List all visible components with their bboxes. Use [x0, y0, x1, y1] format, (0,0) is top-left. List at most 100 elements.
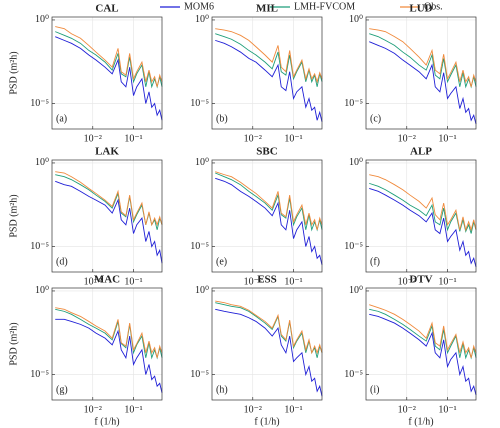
series-line: MOM6 — [369, 187, 477, 268]
panel-title: ALP — [410, 146, 432, 158]
plot-area — [212, 17, 322, 129]
series-line: Obs. — [215, 171, 323, 230]
panel-title: CAL — [95, 3, 118, 15]
series-line: LMH-FVCOM — [215, 33, 323, 87]
x-tick-label: 10⁻² — [244, 404, 262, 415]
series-line: MOM6 — [215, 177, 323, 265]
x-tick-label: 10⁻¹ — [284, 276, 302, 287]
y-tick-label: 10⁻⁵ — [344, 369, 363, 380]
x-tick-label: 10⁻¹ — [284, 133, 302, 144]
plot-frame — [51, 287, 163, 401]
series-line: LMH-FVCOM — [369, 308, 477, 360]
x-tick-label: 10⁻² — [84, 133, 102, 144]
series-line: LMH-FVCOM — [369, 33, 477, 89]
series-line: LMH-FVCOM — [369, 182, 477, 234]
y-tick-label: 10⁰ — [35, 14, 49, 25]
plot-frame — [365, 287, 477, 401]
series-line: Obs. — [369, 28, 477, 87]
series-line: Obs. — [369, 304, 477, 358]
y-tick-label: 10⁻⁵ — [344, 98, 363, 109]
y-tick-label: 10⁻⁵ — [30, 98, 49, 109]
series-line: MOM6 — [369, 313, 477, 396]
x-tick-label: 10⁻² — [398, 133, 416, 144]
y-tick-label: 10⁻⁵ — [344, 241, 363, 252]
x-tick-label: 10⁻¹ — [438, 276, 456, 287]
x-tick-label: 10⁻² — [244, 276, 262, 287]
panel-title: MIL — [256, 3, 278, 15]
panel-letter: (a) — [56, 113, 67, 124]
panel-title: DTV — [409, 274, 432, 286]
plot-area — [52, 160, 162, 272]
x-tick-label: 10⁻² — [398, 276, 416, 287]
y-tick-label: 10⁰ — [349, 285, 363, 296]
panel-letter: (c) — [370, 113, 381, 124]
series-line: Obs. — [215, 300, 323, 355]
series-line: MOM6 — [215, 39, 323, 122]
legend-label: MOM6 — [184, 1, 214, 12]
legend-label: LMH-FVCOM — [294, 1, 355, 12]
y-tick-label: 10⁰ — [349, 14, 363, 25]
panel-letter: (d) — [56, 256, 68, 267]
plot-frame — [211, 159, 323, 273]
x-axis-label: f (1/h) — [408, 416, 433, 427]
x-tick-label: 10⁻¹ — [124, 276, 142, 287]
plot-area — [212, 288, 322, 400]
series-line: MOM6 — [55, 318, 163, 393]
x-tick-label: 10⁻¹ — [124, 404, 142, 415]
y-tick-label: 10⁻⁵ — [30, 369, 49, 380]
series-line: Obs. — [215, 28, 323, 84]
legend-label: Obs. — [424, 1, 443, 12]
series-line: Obs. — [55, 171, 163, 227]
panel-letter: (b) — [216, 113, 228, 124]
x-tick-label: 10⁻² — [84, 276, 102, 287]
x-tick-label: 10⁻¹ — [124, 133, 142, 144]
plot-frame — [365, 16, 477, 130]
y-tick-label: 10⁻⁵ — [190, 369, 209, 380]
series-line: MOM6 — [215, 308, 323, 397]
x-axis-label: f (1/h) — [94, 416, 119, 427]
y-tick-label: 10⁰ — [195, 157, 209, 168]
plot-frame — [51, 159, 163, 273]
panel-letter: (f) — [370, 256, 380, 267]
y-tick-label: 10⁰ — [35, 285, 49, 296]
panel-letter: (e) — [216, 256, 227, 267]
panel-letter: (g) — [56, 384, 68, 395]
panel-title: LUD — [409, 3, 432, 15]
series-line: Obs. — [55, 307, 163, 358]
series-line: LMH-FVCOM — [55, 31, 163, 89]
series-line: Obs. — [55, 26, 163, 87]
x-tick-label: 10⁻² — [84, 404, 102, 415]
y-tick-label: 10⁰ — [35, 157, 49, 168]
x-tick-label: 10⁻¹ — [438, 404, 456, 415]
series-line: MOM6 — [55, 180, 163, 264]
y-axis-label: PSD (m²h) — [8, 194, 19, 237]
panel-title: MAC — [94, 274, 120, 286]
plot-frame — [365, 159, 477, 273]
plot-frame — [211, 16, 323, 130]
panel-title: ESS — [257, 274, 277, 286]
series-line: MOM6 — [369, 41, 477, 125]
plot-area — [366, 288, 476, 400]
panel-letter: (h) — [216, 384, 228, 395]
panel-title: LAK — [95, 146, 119, 158]
x-tick-label: 10⁻² — [244, 133, 262, 144]
y-tick-label: 10⁰ — [195, 285, 209, 296]
y-axis-label: PSD (m²h) — [8, 51, 19, 94]
panel-letter: (i) — [370, 384, 379, 395]
y-tick-label: 10⁻⁵ — [190, 98, 209, 109]
y-tick-label: 10⁻⁵ — [190, 241, 209, 252]
plot-frame — [51, 16, 163, 130]
series-line: MOM6 — [55, 36, 163, 121]
plot-area — [52, 17, 162, 129]
y-tick-label: 10⁰ — [349, 157, 363, 168]
panel-title: SBC — [256, 146, 277, 158]
x-tick-label: 10⁻¹ — [284, 404, 302, 415]
plot-area — [366, 160, 476, 272]
plot-frame — [211, 287, 323, 401]
plot-area — [212, 160, 322, 272]
series-line: Obs. — [369, 174, 477, 232]
x-tick-label: 10⁻¹ — [438, 133, 456, 144]
y-axis-label: PSD (m²h) — [8, 322, 19, 365]
x-tick-label: 10⁻² — [398, 404, 416, 415]
